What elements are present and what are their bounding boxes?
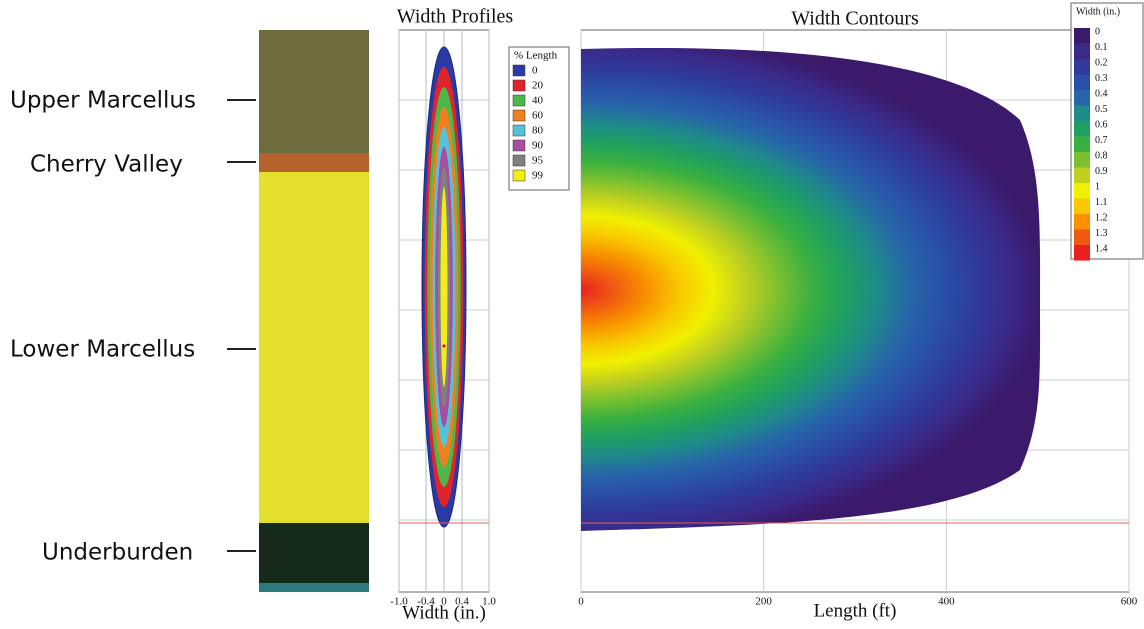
legend-label: 95 — [532, 155, 544, 167]
legend-label: 0 — [532, 65, 538, 77]
colorbar-segment — [1074, 59, 1090, 75]
legend-label: 20 — [532, 80, 544, 92]
colorbar-label: 0.5 — [1095, 104, 1108, 115]
colorbar-segment — [1074, 168, 1090, 184]
legend-label: 90 — [532, 140, 544, 152]
colorbar-label: 1.1 — [1095, 197, 1108, 208]
colorbar-segment — [1074, 183, 1090, 199]
legend-swatch — [513, 80, 525, 91]
legend-swatch — [513, 95, 525, 106]
center-dot — [443, 345, 446, 348]
colorbar-segment — [1074, 106, 1090, 122]
colorbar-label: 0.9 — [1095, 166, 1108, 177]
layer — [259, 153, 369, 172]
colorbar-label: 0.3 — [1095, 73, 1108, 84]
legend-label: 80 — [532, 125, 544, 137]
colorbar-label: 1.2 — [1095, 212, 1108, 223]
colorbar-label: 0.2 — [1095, 57, 1108, 68]
legend-label: 99 — [532, 170, 544, 182]
colorbar-label: 1 — [1095, 181, 1100, 192]
colorbar-label: 1.4 — [1095, 243, 1108, 254]
colorbar-segment — [1074, 121, 1090, 137]
colorbar-segment — [1074, 137, 1090, 153]
legend-swatch — [513, 65, 525, 76]
legend-swatch — [513, 155, 525, 166]
profile-ellipse — [441, 187, 448, 387]
layer-label: Lower Marcellus — [10, 337, 195, 363]
colorbar-label: 0.6 — [1095, 119, 1108, 130]
contours-title: Width Contours — [791, 8, 919, 30]
layer-label: Upper Marcellus — [10, 88, 196, 114]
colorbar-segment — [1074, 75, 1090, 91]
colorbar-segment — [1074, 152, 1090, 168]
layer — [259, 523, 369, 583]
layer — [259, 583, 369, 592]
layer — [259, 30, 369, 153]
legend-label: 60 — [532, 110, 544, 122]
profiles-x-label: Width (in.) — [402, 602, 486, 623]
colorbar-segment — [1074, 230, 1090, 246]
contours-x-label: Length (ft) — [814, 600, 897, 621]
legend-swatch — [513, 110, 525, 121]
figure: Upper Marcellus Cherry Valley Lower Marc… — [0, 0, 1144, 629]
width-contour-field — [581, 48, 1040, 531]
layer-label: Cherry Valley — [30, 152, 183, 178]
legend-swatch — [513, 125, 525, 136]
colorbar-label: 0 — [1095, 26, 1100, 37]
colorbar-label: 0.4 — [1095, 88, 1108, 99]
colorbar-segment — [1074, 44, 1090, 60]
legend-swatch — [513, 140, 525, 151]
colorbar-label: 0.1 — [1095, 42, 1108, 53]
layer-labels: Upper Marcellus Cherry Valley Lower Marc… — [10, 88, 256, 566]
colorbar-segment — [1074, 28, 1090, 44]
colorbar-title: Width (in.) — [1076, 6, 1120, 17]
profiles-title: Width Profiles — [397, 6, 514, 28]
colorbar-label: 1.3 — [1095, 228, 1108, 239]
page: {"layers": {"labels": ["Upper Marcellus"… — [0, 0, 1144, 629]
colorbar-label: 0.7 — [1095, 135, 1108, 146]
colorbar-label: 0.8 — [1095, 150, 1108, 161]
layer-label: Underburden — [42, 540, 193, 566]
legend-title: % Length — [514, 50, 558, 62]
layer — [259, 172, 369, 523]
colorbar-segment — [1074, 90, 1090, 106]
x-tick-label: 0 — [578, 596, 584, 608]
colorbar-segment — [1074, 245, 1090, 261]
legend-label: 40 — [532, 95, 544, 107]
colorbar-segment — [1074, 214, 1090, 230]
colorbar-segment — [1074, 199, 1090, 215]
legend-swatch — [513, 170, 525, 181]
x-tick-label: 600 — [1121, 596, 1138, 608]
x-tick-label: 200 — [755, 596, 772, 608]
x-tick-label: 400 — [938, 596, 955, 608]
layer-column — [259, 30, 369, 592]
